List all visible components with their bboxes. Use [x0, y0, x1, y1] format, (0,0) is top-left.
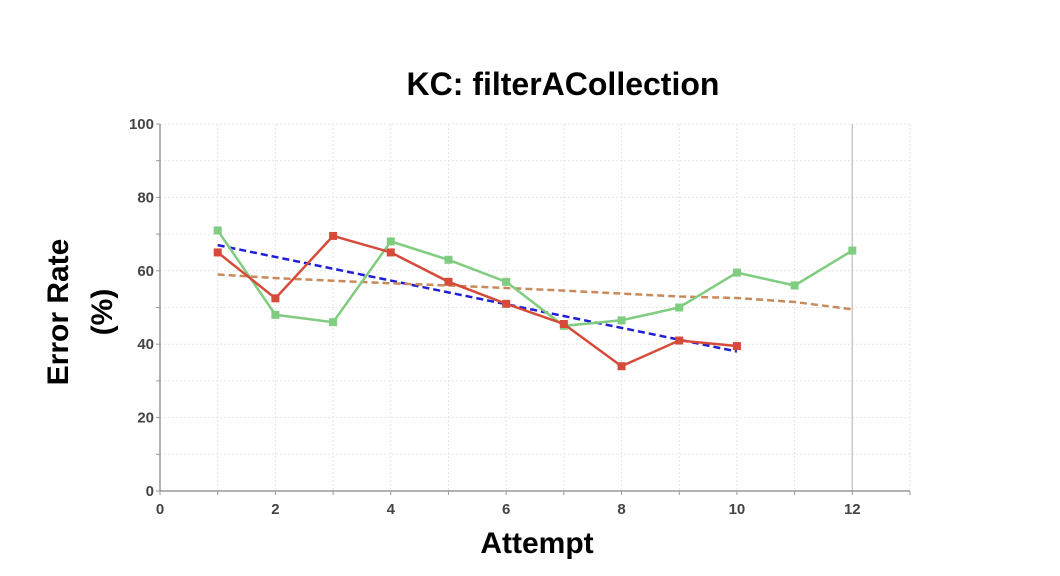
x-tick-labels: 0 2 4 6 8 10 12: [156, 501, 861, 518]
series-4: [217, 273, 853, 311]
series-2-point: [617, 362, 626, 371]
y-axis-title-line-1: Error Rate: [42, 239, 75, 386]
series-1-point: [848, 246, 857, 255]
series-1-point: [502, 277, 511, 286]
series-2-point: [271, 294, 280, 303]
x-tick-label: 2: [271, 501, 279, 518]
series-2: [213, 231, 741, 371]
series-2-line: [216, 234, 738, 368]
y-tick-label: 0: [146, 483, 154, 500]
series-1-point: [790, 281, 799, 290]
series-1-point: [617, 316, 626, 325]
x-tick-label: 4: [387, 501, 396, 518]
series-3-line: [217, 243, 738, 353]
series-2-point: [559, 320, 568, 329]
y-tick-label: 40: [137, 336, 154, 353]
series-1-point: [732, 268, 741, 277]
y-axis-title: Error Rate (%): [42, 239, 119, 386]
x-tick-label: 12: [844, 501, 861, 518]
y-tick-label: 100: [129, 116, 154, 133]
series-1-point: [213, 226, 222, 235]
series-1-point: [329, 318, 338, 327]
series-2-point: [732, 342, 741, 351]
series-2-point: [329, 231, 338, 240]
series-1-line: [216, 229, 853, 328]
y-tick-label: 60: [137, 263, 154, 280]
y-tick-labels: 0 20 40 60 80 100: [129, 116, 154, 500]
series-2-point: [386, 248, 395, 257]
series-2-point: [444, 277, 453, 286]
x-tick-label: 6: [502, 501, 510, 518]
series-4-line: [217, 273, 853, 311]
y-axis-title-line-2: (%): [86, 289, 119, 336]
series-1-point: [444, 255, 453, 264]
x-tick-label: 0: [156, 501, 164, 518]
x-tick-label: 10: [729, 501, 746, 518]
series-group: [213, 226, 857, 371]
series-2-point: [213, 248, 222, 257]
grid-lines: [160, 123, 911, 492]
series-1-point: [386, 237, 395, 246]
y-tick-label: 80: [137, 189, 154, 206]
series-2-point: [502, 299, 511, 308]
series-2-point: [675, 336, 684, 345]
series-3: [217, 243, 738, 353]
x-axis-title: Attempt: [480, 527, 593, 560]
axes: [156, 123, 911, 495]
series-1-point: [675, 303, 684, 312]
series-1-point: [271, 310, 280, 319]
x-tick-label: 8: [617, 501, 625, 518]
chart-title: KC: filterACollection: [407, 66, 720, 102]
y-tick-label: 20: [137, 410, 154, 427]
